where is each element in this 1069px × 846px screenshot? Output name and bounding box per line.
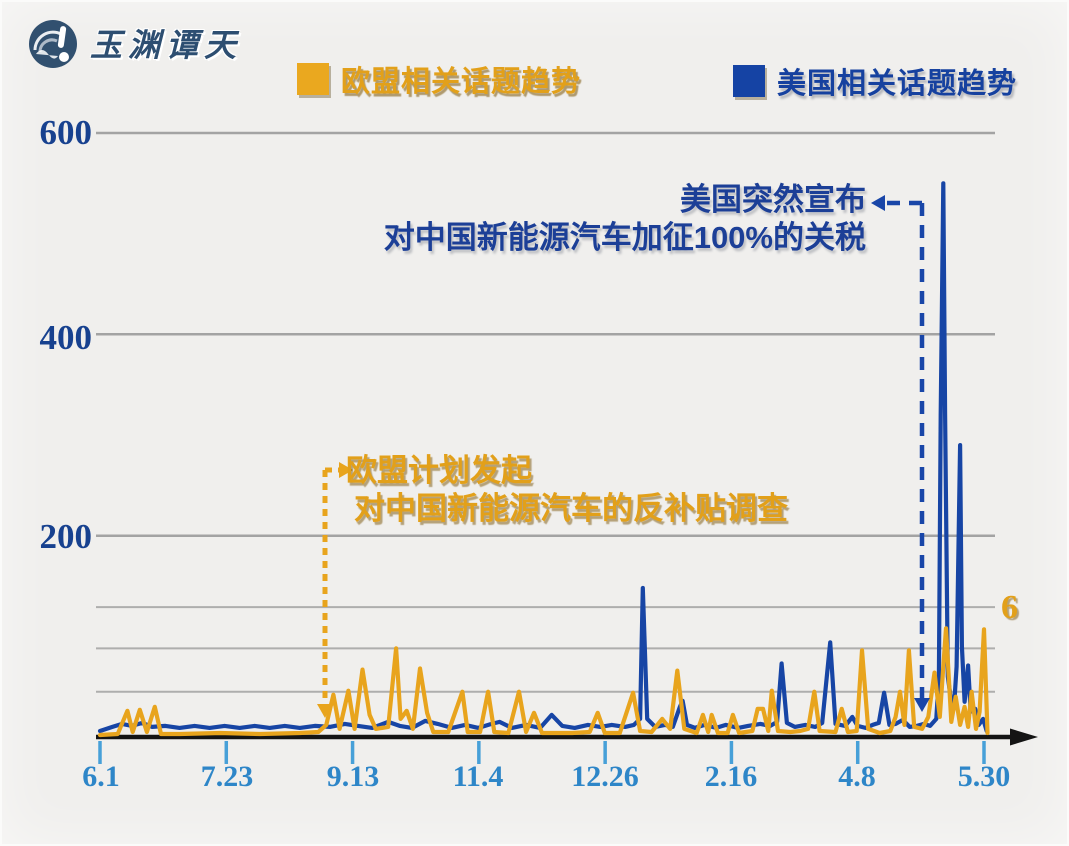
legend-us-swatch-icon	[733, 65, 765, 97]
annotation-us-line1: 美国突然宣布	[680, 182, 866, 217]
x-axis-label-12-26: 12.26	[571, 760, 639, 793]
x-axis-label-11-4: 11.4	[452, 760, 504, 793]
legend-item-us: 美国相关话题趋势	[733, 60, 1017, 102]
legend-item-eu: 欧盟相关话题趋势	[297, 58, 581, 100]
logo: 玉渊谭天	[26, 16, 242, 70]
annotation-eu-line2: 对中国新能源汽车的反补贴调查	[354, 491, 788, 526]
legend-eu-label: 欧盟相关话题趋势	[341, 66, 582, 98]
legend-us-label: 美国相关话题趋势	[777, 68, 1018, 100]
y-axis-label-600: 600	[39, 113, 93, 152]
y-axis-label-200: 200	[39, 517, 93, 556]
logo-icon	[29, 20, 77, 68]
x-axis-label-7-23: 7.23	[200, 760, 254, 793]
x-axis-label-4-8: 4.8	[838, 760, 876, 793]
y-axis-label-400: 400	[39, 318, 93, 357]
x-axis-label-5-30: 5.30	[957, 760, 1011, 793]
legend-eu-swatch-icon	[297, 63, 329, 95]
annotation-eu-line1: 欧盟计划发起	[346, 453, 532, 488]
annotation-eu-probe: 欧盟计划发起 对中国新能源汽车的反补贴调查	[346, 452, 788, 528]
annotation-us-line2: 对中国新能源汽车加征100%的关税	[383, 220, 866, 255]
side-value-label: 6	[1001, 589, 1018, 626]
logo-text: 玉渊谭天	[90, 27, 243, 63]
x-axis-label-2-16: 2.16	[704, 760, 758, 793]
annotation-us-tariff: 美国突然宣布 对中国新能源汽车加征100%的关税	[384, 181, 866, 257]
x-axis-label-9-13: 9.13	[326, 760, 380, 793]
x-axis-label-6-1: 6.1	[82, 760, 120, 793]
